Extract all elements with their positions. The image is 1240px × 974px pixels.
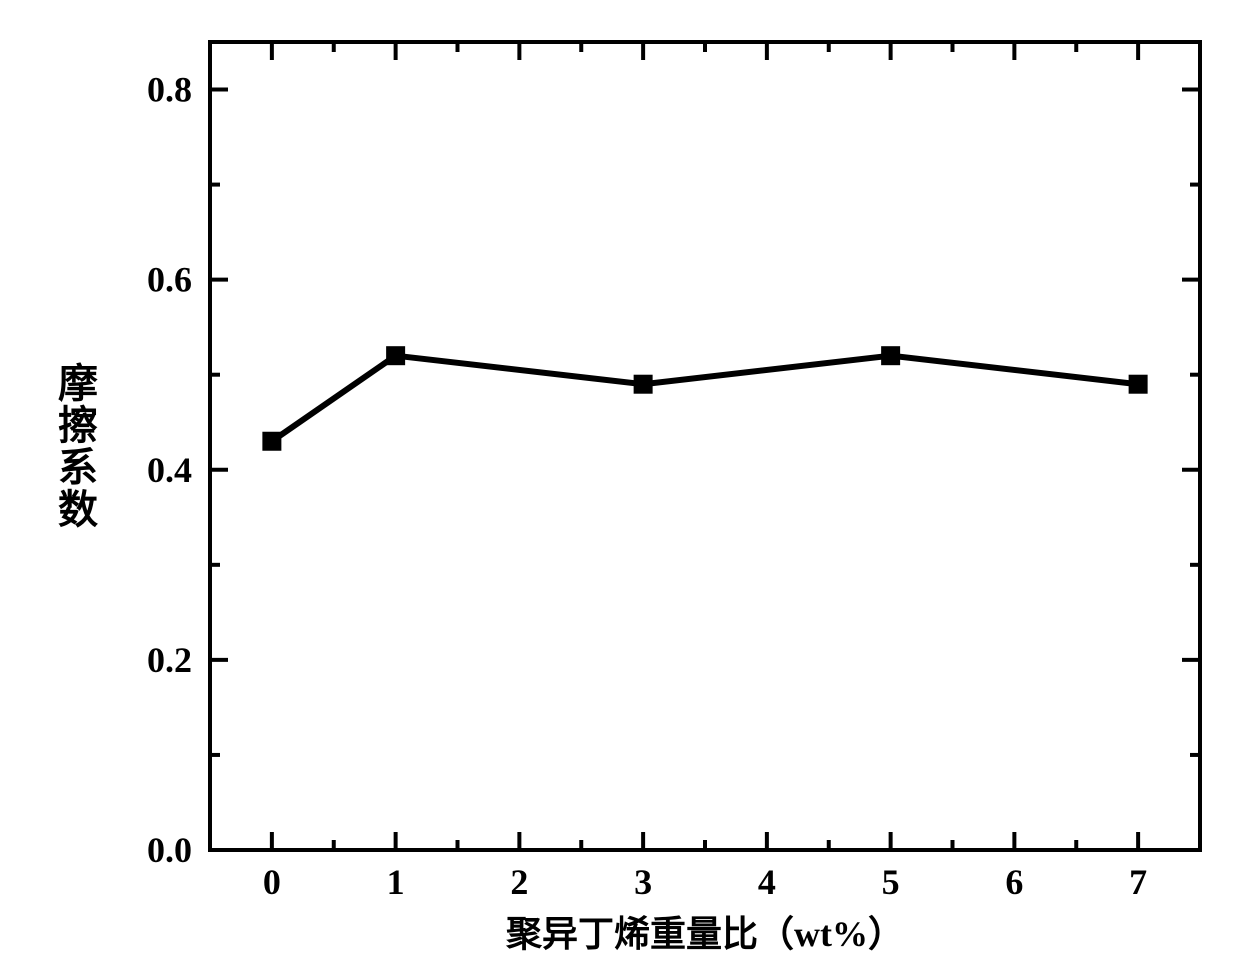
y-axis-label: 摩擦系数: [58, 361, 98, 532]
data-marker: [634, 375, 652, 393]
chart-svg: 0 1 2 3 4 5 6 7 0.0 0.2 0.4 0.6 0.8 聚异丁烯重量比（wt%） 摩擦系数: [0, 0, 1240, 974]
x-axis-label: 聚异丁烯重量比（wt%）: [505, 914, 904, 954]
x-tick-label: 3: [634, 862, 652, 902]
x-tick-label: 1: [387, 862, 405, 902]
data-marker: [1129, 375, 1147, 393]
y-tick-label: 0.8: [147, 70, 192, 110]
data-marker: [387, 347, 405, 365]
y-tick-label: 0.0: [147, 830, 192, 870]
y-tick-label: 0.2: [147, 640, 192, 680]
x-tick-label: 7: [1129, 862, 1147, 902]
x-tick-label: 6: [1005, 862, 1023, 902]
y-tick-label: 0.4: [147, 450, 192, 490]
x-tick-label: 0: [263, 862, 281, 902]
x-tick-label: 2: [510, 862, 528, 902]
x-tick-label: 5: [882, 862, 900, 902]
data-marker: [263, 432, 281, 450]
svg-text:擦: 擦: [58, 403, 98, 448]
plot-border: [210, 42, 1200, 850]
x-tick-label: 4: [758, 862, 776, 902]
svg-text:系: 系: [58, 445, 98, 490]
y-tick-label: 0.6: [147, 260, 192, 300]
chart-container: 0 1 2 3 4 5 6 7 0.0 0.2 0.4 0.6 0.8 聚异丁烯重量比（wt%） 摩擦系数: [0, 0, 1240, 974]
svg-text:数: 数: [58, 487, 98, 532]
data-line: [272, 356, 1138, 442]
data-marker: [882, 347, 900, 365]
svg-text:摩: 摩: [58, 361, 98, 406]
